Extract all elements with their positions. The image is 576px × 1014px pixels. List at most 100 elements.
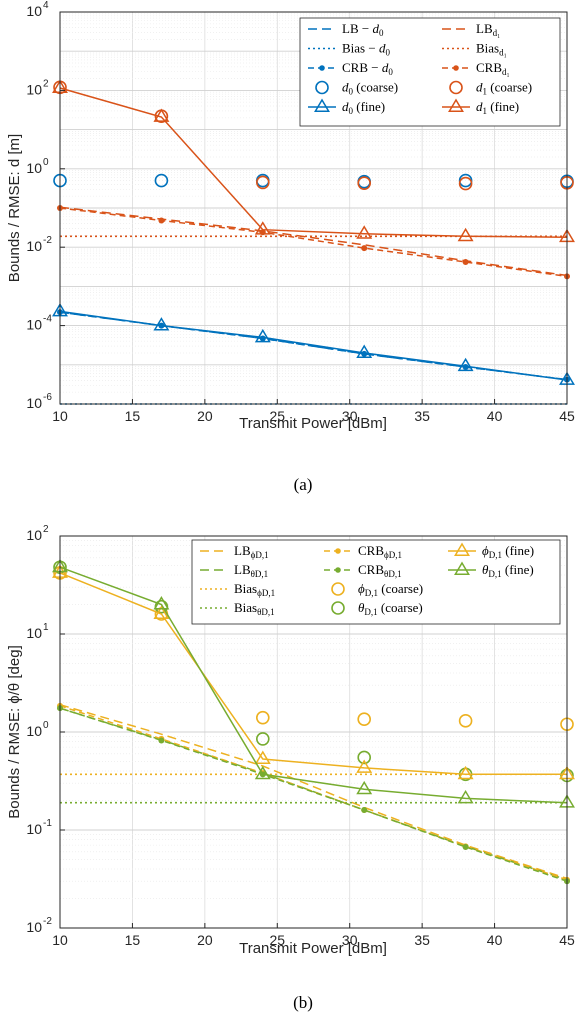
legend-label: LBϕD,1 xyxy=(234,543,269,560)
data-point-circle xyxy=(357,750,372,765)
data-point-triangle xyxy=(457,357,474,372)
legend-item: d0 (coarse) xyxy=(315,80,398,97)
legend-item: θD,1 (coarse) xyxy=(331,600,423,617)
legend-box xyxy=(191,539,561,625)
data-point-triangle xyxy=(457,765,474,780)
legend-item: CRBθD,1 xyxy=(324,562,402,579)
data-point-triangle xyxy=(457,789,474,804)
y-tick-exponent: 0 xyxy=(43,720,49,731)
legend-label: θD,1 (coarse) xyxy=(358,600,423,617)
x-tick-label: 25 xyxy=(269,932,285,948)
x-tick-label: 35 xyxy=(414,932,430,948)
x-tick-label: 20 xyxy=(197,932,213,948)
legend-label: LBθD,1 xyxy=(234,562,268,579)
legend-label: LB − d0 xyxy=(342,21,384,38)
series-line xyxy=(59,207,568,278)
legend-swatch-dot xyxy=(335,567,341,573)
legend-label: LBd₁ xyxy=(476,21,500,38)
legend-item: Biasd₁ xyxy=(442,41,507,58)
y-tick-exponent: 4 xyxy=(43,0,49,11)
y-tick-label: 10 xyxy=(26,238,42,254)
y-tick-exponent: 2 xyxy=(43,78,49,89)
chart-b-xlabel: Transmit Power [dBm] xyxy=(239,940,387,957)
data-point-circle xyxy=(255,710,270,725)
chart-b-ylabel: Bounds / RMSE: ϕ/θ [deg] xyxy=(6,645,23,819)
legend-label: CRB − d0 xyxy=(342,60,393,77)
x-tick-label: 10 xyxy=(52,932,68,948)
data-point-triangle xyxy=(457,227,474,242)
chart-a-axes-box xyxy=(59,11,568,405)
x-tick-label: 45 xyxy=(559,408,575,424)
x-tick-label: 30 xyxy=(342,408,358,424)
legend-box xyxy=(299,17,561,127)
chart-b-series-layer xyxy=(52,558,575,885)
y-tick-exponent: -4 xyxy=(43,314,52,325)
series-line xyxy=(59,707,568,881)
x-tick-label: 10 xyxy=(52,408,68,424)
legend-label: CRBd₁ xyxy=(476,60,510,77)
y-tick-exponent: 1 xyxy=(43,622,49,633)
data-point-circle xyxy=(255,732,270,746)
data-point-triangle xyxy=(254,221,271,235)
legend-label: d1 (coarse) xyxy=(476,80,532,97)
data-point-circle xyxy=(458,714,473,728)
series-1 xyxy=(59,206,568,277)
data-point-triangle xyxy=(254,328,271,343)
legend-swatch-circle xyxy=(331,582,345,596)
data-point-circle xyxy=(357,176,372,190)
y-tick-label: 10 xyxy=(26,625,42,641)
legend-item: CRBd₁ xyxy=(442,60,510,77)
data-point-triangle xyxy=(153,317,170,331)
legend-item: LB − d0 xyxy=(308,21,384,38)
legend-swatch-triangle xyxy=(314,98,330,112)
data-point-circle xyxy=(357,712,372,727)
data-point-triangle xyxy=(153,605,170,619)
legend-item: CRBϕD,1 xyxy=(324,543,402,560)
series-0 xyxy=(59,703,568,880)
data-point-triangle xyxy=(254,750,271,764)
legend-label: Biasd₁ xyxy=(476,41,507,58)
y-tick-label: 10 xyxy=(26,395,42,411)
legend-item: θD,1 (fine) xyxy=(448,561,534,579)
data-point-dot xyxy=(361,806,368,813)
x-tick-label: 35 xyxy=(414,408,430,424)
data-point-triangle xyxy=(356,780,373,795)
y-tick-exponent: 2 xyxy=(43,524,49,535)
data-point-triangle xyxy=(254,765,271,780)
y-tick-label: 10 xyxy=(26,919,42,935)
legend-label: d0 (coarse) xyxy=(342,80,398,97)
data-point-triangle xyxy=(153,596,170,610)
x-tick-label: 15 xyxy=(125,408,141,424)
legend-label: θD,1 (fine) xyxy=(482,562,534,579)
x-tick-label: 30 xyxy=(342,932,358,948)
y-tick-label: 10 xyxy=(26,317,42,333)
legend-swatch-dot xyxy=(453,65,459,71)
y-tick-label: 10 xyxy=(26,81,42,97)
legend-swatch-triangle xyxy=(454,561,470,575)
legend-item: LBϕD,1 xyxy=(200,543,269,560)
legend-label: CRBθD,1 xyxy=(358,562,402,579)
y-tick-exponent: -2 xyxy=(43,235,52,246)
chart-a-xlabel: Transmit Power [dBm] xyxy=(239,415,387,432)
legend-label: CRBϕD,1 xyxy=(358,543,402,560)
x-tick-label: 25 xyxy=(269,408,285,424)
series-line xyxy=(59,206,568,277)
y-tick-label: 10 xyxy=(26,527,42,543)
legend-swatch-dot xyxy=(335,548,341,554)
y-tick-label: 10 xyxy=(26,3,42,19)
data-point-triangle xyxy=(356,344,373,358)
series-line xyxy=(59,310,568,381)
legend-swatch-triangle xyxy=(448,98,464,112)
legend-item: CRB − d0 xyxy=(308,60,393,77)
series-line xyxy=(59,566,568,804)
chart-a-legend: LB − d0 Bias − d0 CRB − d0 d0 (coarse) d0 (f… xyxy=(299,17,561,127)
y-tick-exponent: 0 xyxy=(43,157,49,168)
data-point-dot xyxy=(158,737,165,744)
data-point-dot xyxy=(462,258,469,265)
legend-swatch-dot xyxy=(319,65,325,71)
legend-swatch-circle xyxy=(449,80,463,95)
